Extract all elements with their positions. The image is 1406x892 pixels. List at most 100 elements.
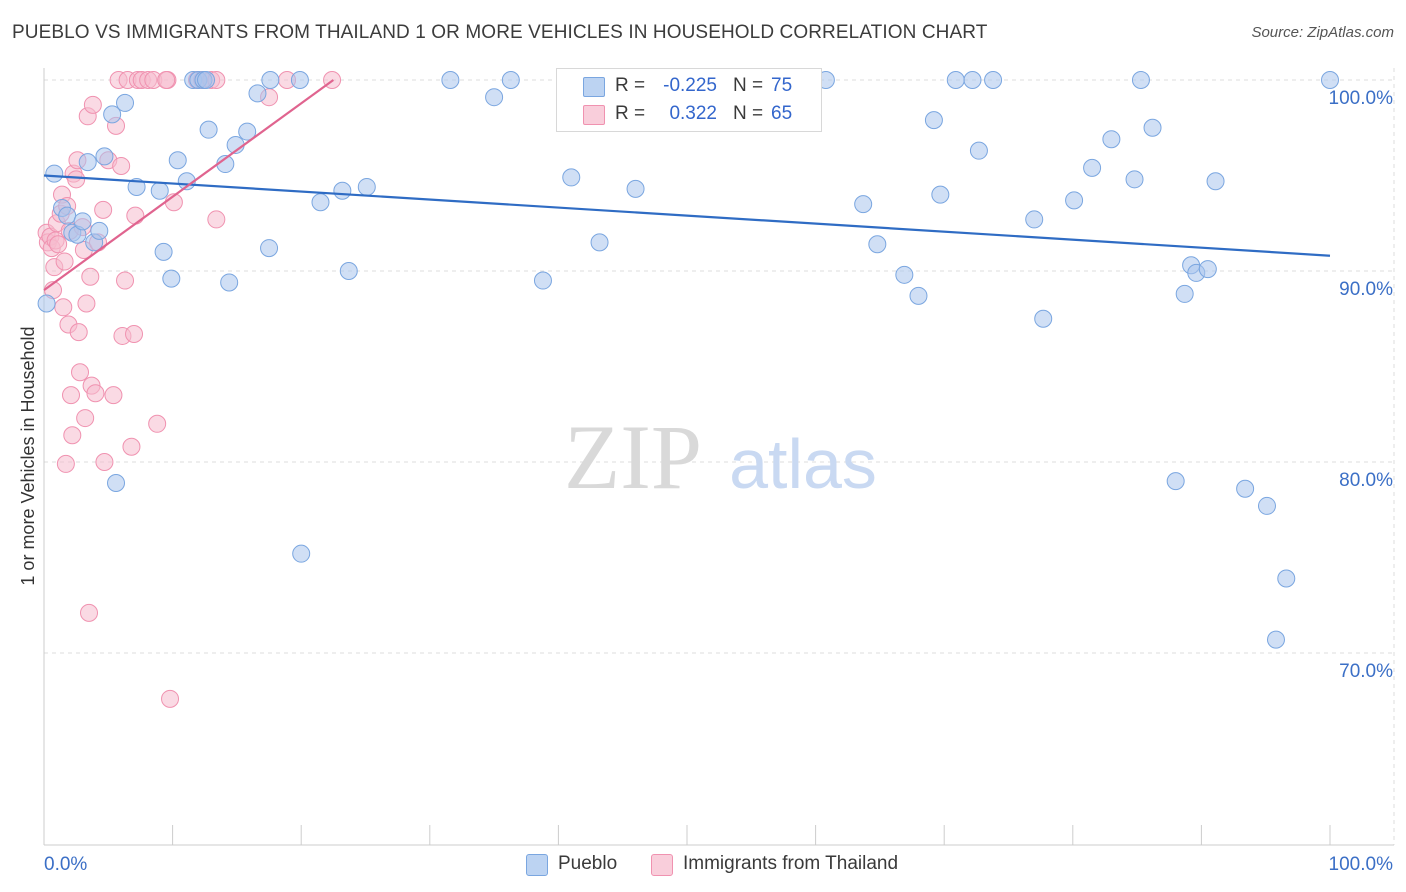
legend-n-label: N = — [733, 103, 764, 124]
pueblo-point — [1083, 158, 1102, 177]
pueblo-point — [441, 71, 460, 89]
series-pueblo-points — [37, 71, 1339, 649]
pueblo-swatch — [583, 77, 605, 97]
thailand-point — [94, 200, 113, 219]
thailand-point — [77, 294, 96, 313]
thailand-point — [95, 453, 114, 471]
pueblo-point — [1034, 309, 1053, 328]
pueblo-point — [154, 242, 173, 261]
pueblo-point — [1321, 71, 1339, 89]
thailand-point — [67, 170, 86, 189]
pueblo-point — [533, 271, 552, 290]
thailand-point — [55, 252, 74, 271]
pueblo-point — [1266, 630, 1285, 649]
thailand-point — [122, 437, 141, 456]
pueblo-point — [162, 269, 181, 288]
y-axis-label: 1 or more Vehicles in Household — [18, 326, 38, 585]
pueblo-point — [868, 235, 887, 254]
pueblo-point — [1206, 172, 1225, 191]
thailand-point — [76, 409, 95, 428]
thailand-point — [69, 323, 88, 342]
pueblo-point — [1065, 191, 1084, 210]
pueblo-point — [78, 153, 97, 172]
legend-n-label: N = — [733, 75, 764, 96]
pueblo-point — [931, 185, 950, 204]
thailand-point — [86, 384, 105, 403]
pueblo-point — [168, 151, 187, 170]
pueblo-point — [963, 71, 982, 89]
thailand-point — [62, 386, 81, 405]
watermark-atlas: atlas — [729, 425, 877, 503]
pueblo-point — [984, 71, 1003, 89]
pueblo-point — [1257, 496, 1276, 515]
thailand-point — [49, 235, 68, 254]
thailand-swatch — [583, 105, 605, 125]
watermark-zip: ZIP — [564, 406, 702, 508]
pueblo-point — [116, 93, 135, 112]
pueblo-point — [261, 71, 280, 89]
pueblo-point — [924, 111, 943, 130]
axes — [43, 68, 1394, 846]
legend-r-value: 0.322 — [669, 103, 717, 124]
pueblo-point — [1102, 130, 1121, 149]
pueblo-point — [357, 177, 376, 196]
pueblo-point — [37, 294, 56, 313]
thailand-point — [80, 603, 99, 622]
pueblo-point — [248, 84, 267, 103]
pueblo-point — [107, 474, 126, 493]
source-label: Source: ZipAtlas.com — [1251, 24, 1394, 41]
pueblo-point — [1125, 170, 1144, 189]
pueblo-point — [895, 265, 914, 284]
y-tick-label: 90.0% — [1339, 279, 1393, 300]
pueblo-point — [199, 120, 218, 139]
pueblo-point — [1236, 479, 1255, 498]
thailand-point — [116, 271, 135, 290]
y-tick-label: 70.0% — [1339, 661, 1393, 682]
pueblo-point — [1198, 260, 1217, 279]
series-legend: Pueblo Immigrants from Thailand — [0, 851, 1406, 879]
pueblo-point — [1166, 472, 1185, 491]
legend-n-value: 65 — [771, 103, 793, 124]
legend-row-pueblo: R = -0.225 N = 75 — [557, 72, 821, 100]
pueblo-legend-swatch — [526, 854, 548, 876]
pueblo-point — [197, 71, 216, 89]
pueblo-point — [260, 239, 279, 258]
pueblo-point — [45, 164, 64, 183]
thailand-point — [54, 298, 73, 317]
thailand-point — [63, 426, 82, 445]
pueblo-point — [292, 544, 311, 563]
y-tick-label: 80.0% — [1339, 470, 1393, 491]
legend-n-value: 75 — [771, 75, 793, 96]
y-tick-label: 100.0% — [1329, 88, 1394, 109]
thailand-point — [83, 95, 102, 114]
thailand-point — [157, 71, 176, 89]
x-tick-label: 0.0% — [44, 854, 87, 875]
x-tick-label: 100.0% — [1329, 854, 1394, 875]
pueblo-point — [290, 71, 309, 89]
legend-r-label: R = — [615, 103, 646, 124]
pueblo-point — [333, 181, 352, 200]
gridlines — [44, 68, 1395, 845]
pueblo-point — [73, 212, 92, 231]
pueblo-point — [562, 168, 581, 187]
thailand-point — [207, 210, 226, 229]
pueblo-point — [969, 141, 988, 160]
pueblo-point — [626, 179, 645, 198]
pueblo-point — [1143, 118, 1162, 137]
thailand-point — [81, 267, 100, 286]
thailand-point — [125, 325, 144, 344]
pueblo-point — [238, 122, 257, 141]
thailand-point — [126, 206, 145, 225]
thailand-point — [104, 386, 123, 405]
legend-r-label: R = — [615, 75, 646, 96]
pueblo-point — [1175, 284, 1194, 303]
chart-title: PUEBLO VS IMMIGRANTS FROM THAILAND 1 OR … — [12, 22, 988, 43]
thailand-point — [148, 414, 167, 433]
thailand-legend-swatch — [651, 854, 673, 876]
trend-lines — [43, 79, 1331, 291]
pueblo-point — [58, 206, 77, 225]
pueblo-point — [339, 262, 358, 280]
pueblo-point — [90, 221, 109, 240]
thailand-point — [56, 454, 75, 473]
pueblo-point — [590, 233, 609, 252]
